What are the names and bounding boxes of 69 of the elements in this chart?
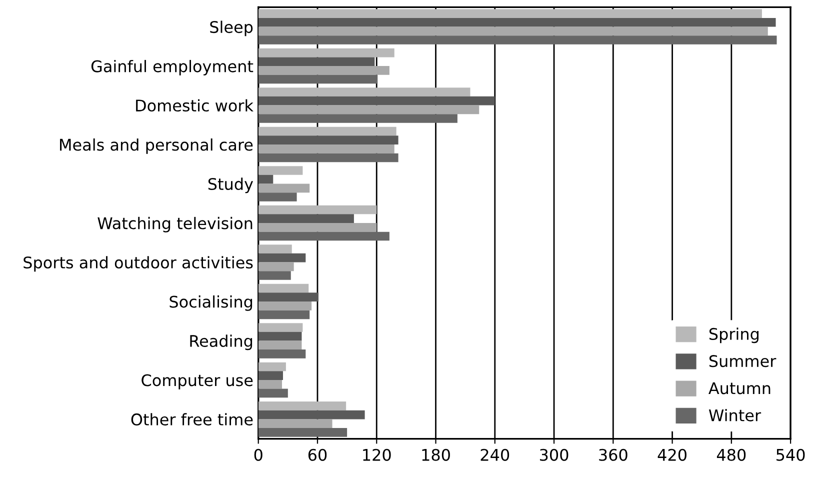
x-tick-label: 60 [308,448,327,461]
y-tick-label: Computer use [142,374,253,390]
y-tick-label: Sports and outdoor activities [24,256,253,272]
bar [258,36,777,44]
bar [258,136,398,145]
bar [258,205,377,214]
bar [258,292,318,302]
x-tick-label: 240 [480,448,510,461]
bar [258,380,282,389]
x-tick-label: 540 [776,448,805,461]
y-tick-label: Watching television [98,216,252,232]
legend-label: Winter [708,409,762,422]
bar [258,350,306,358]
bar [258,114,458,123]
bar [258,253,306,262]
bar [258,88,470,96]
x-tick-label: 0 [254,448,262,461]
y-tick-label: Gainful employment [91,60,254,76]
y-tick-label: Reading [190,334,252,350]
bar [258,271,291,280]
bar [258,184,310,193]
bar [258,388,288,398]
x-tick-label: 120 [363,448,391,461]
bar [258,214,354,223]
bar [258,74,378,84]
bar [258,126,396,136]
bar [258,153,398,162]
bar [258,362,286,372]
bar [258,262,294,272]
bar [258,96,495,106]
bar [258,340,302,350]
bar [258,105,480,114]
bar [258,244,292,254]
y-tick-label: Study [208,178,254,194]
x-tick-label: 180 [422,448,450,461]
y-tick-label: Sleep [210,20,253,36]
y-tick-label: Socialising [170,295,252,311]
y-tick-label: Other free time [131,413,253,426]
y-tick-label: Domestic work [136,99,254,112]
bar [258,57,375,66]
bar [258,371,283,380]
bar [258,9,762,18]
bar [258,26,768,36]
bar [258,66,390,75]
bar [258,301,312,310]
legend-label: Summer [709,355,776,368]
bar [258,284,309,293]
x-tick-label: 300 [540,448,568,461]
bar [258,419,332,428]
x-tick-label: 420 [658,448,686,461]
bar [258,174,274,184]
bar [258,232,390,241]
bar [258,410,365,420]
bar [258,48,394,58]
bar [258,166,303,175]
x-tick-label: 480 [716,448,746,461]
bar [258,222,377,232]
bar [258,402,346,410]
bar [258,144,394,154]
y-tick-label: Meals and personal care [60,138,253,154]
bar [258,18,776,27]
bar [258,323,303,332]
bar [258,310,310,320]
legend-label: Spring [709,328,758,344]
bar [258,332,302,341]
legend-label: Autumn [708,382,770,394]
x-tick-label: 360 [599,448,628,461]
bar [258,192,297,202]
bar [258,428,348,437]
